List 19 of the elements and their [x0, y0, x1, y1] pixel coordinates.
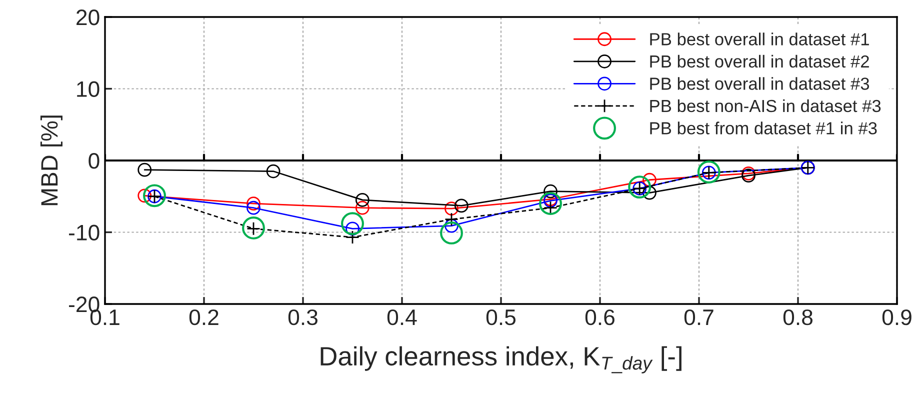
x-axis-title: Daily clearness index, K$_{T_day}$ [-]: [320, 346, 682, 374]
x-tick-label: 0.3: [288, 309, 318, 326]
legend-label: PB best non-AIS in dataset #3: [650, 99, 881, 112]
y-tick-label: -10: [69, 224, 100, 241]
x-tick-label: 0.4: [387, 309, 417, 326]
x-tick-label: 0.8: [783, 309, 812, 326]
x-tick-label: 0.2: [189, 309, 218, 326]
x-tick-label: 0.9: [882, 309, 912, 326]
x-tick-label: 0.5: [486, 309, 516, 326]
y-tick-label: 10: [77, 81, 100, 98]
x-tick-label: 0.7: [684, 309, 714, 326]
legend-label: PB best overall in dataset #2: [650, 54, 869, 68]
legend-label: PB best overall in dataset #3: [650, 77, 870, 90]
x-tick-label: 0.6: [585, 309, 614, 326]
y-tick-label: 20: [76, 10, 100, 26]
y-tick-label: 0: [88, 153, 100, 169]
legend-label: PB best overall in dataset #1: [650, 32, 869, 46]
y-axis-title: MBD [%]: [40, 116, 62, 206]
legend-label: PB best from dataset #1 in #3: [650, 122, 877, 134]
